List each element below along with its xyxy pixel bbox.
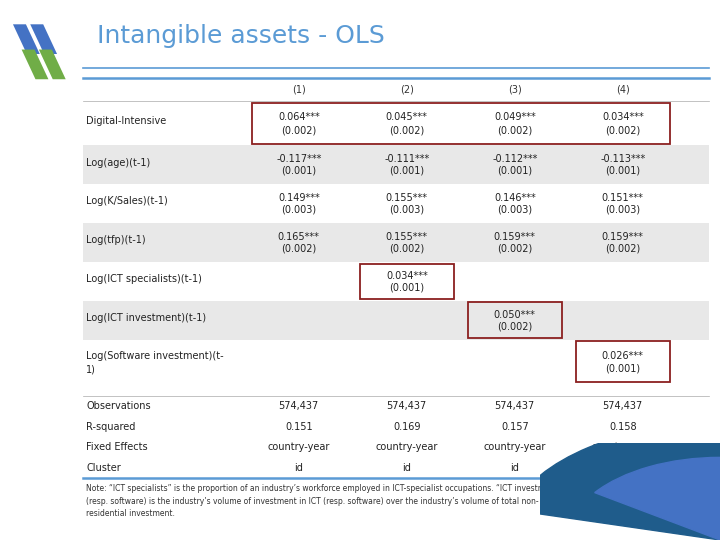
Text: 0.045***: 0.045*** — [386, 112, 428, 122]
Text: id: id — [618, 463, 627, 472]
Text: Digital-Intensive: Digital-Intensive — [86, 116, 166, 126]
Text: 0.158: 0.158 — [609, 422, 636, 431]
Text: Log(ICT investment)(t-1): Log(ICT investment)(t-1) — [86, 313, 207, 323]
Text: 574,437: 574,437 — [603, 401, 643, 411]
Text: 0.157: 0.157 — [501, 422, 528, 431]
Text: 1): 1) — [86, 365, 96, 375]
Text: 0.155***: 0.155*** — [386, 232, 428, 242]
Polygon shape — [22, 50, 48, 79]
Bar — [83, 340, 709, 384]
Text: (0.001): (0.001) — [390, 282, 424, 293]
Text: 0.146***: 0.146*** — [494, 193, 536, 203]
Text: (0.001): (0.001) — [498, 166, 532, 176]
Text: Fixed Effects: Fixed Effects — [86, 442, 148, 452]
Text: Log(Software investment)(t-: Log(Software investment)(t- — [86, 351, 224, 361]
Bar — [83, 184, 709, 223]
Text: (0.002): (0.002) — [282, 244, 316, 254]
Text: (0.002): (0.002) — [282, 125, 316, 135]
Text: (0.002): (0.002) — [498, 321, 532, 332]
Text: 0.050***: 0.050*** — [494, 310, 536, 320]
Text: (0.003): (0.003) — [606, 205, 640, 215]
Text: (0.002): (0.002) — [390, 244, 424, 254]
Text: country-year: country-year — [268, 442, 330, 452]
Text: -0.112***: -0.112*** — [492, 154, 538, 164]
Text: id: id — [294, 463, 303, 472]
Text: (0.002): (0.002) — [498, 125, 532, 135]
Text: 0.155***: 0.155*** — [386, 193, 428, 203]
Text: (4): (4) — [616, 85, 630, 94]
Text: 0.034***: 0.034*** — [602, 112, 644, 122]
Text: (0.003): (0.003) — [282, 205, 316, 215]
Text: (1): (1) — [292, 85, 306, 94]
Text: 0.034***: 0.034*** — [386, 271, 428, 281]
Text: 0.165***: 0.165*** — [278, 232, 320, 242]
Text: Cluster: Cluster — [86, 463, 121, 472]
Polygon shape — [39, 50, 66, 79]
Text: country-year: country-year — [484, 442, 546, 452]
Text: country-year: country-year — [592, 442, 654, 452]
Text: 0.064***: 0.064*** — [278, 112, 320, 122]
Wedge shape — [511, 423, 720, 540]
Text: 0.049***: 0.049*** — [494, 112, 536, 122]
Text: Log(K/Sales)(t-1): Log(K/Sales)(t-1) — [86, 197, 168, 206]
Text: R-squared: R-squared — [86, 422, 136, 431]
Text: 574,437: 574,437 — [279, 401, 319, 411]
Text: (3): (3) — [508, 85, 522, 94]
Text: Note: “ICT specialists” is the proportion of an industry’s workforce employed in: Note: “ICT specialists” is the proportio… — [86, 484, 562, 518]
Text: (0.002): (0.002) — [390, 125, 424, 135]
Text: 0.026***: 0.026*** — [602, 350, 644, 361]
Text: -0.117***: -0.117*** — [276, 154, 322, 164]
Bar — [83, 101, 709, 145]
Text: (0.001): (0.001) — [390, 166, 424, 176]
Bar — [83, 223, 709, 262]
Text: 0.149***: 0.149*** — [278, 193, 320, 203]
Polygon shape — [30, 24, 57, 54]
Text: (0.003): (0.003) — [390, 205, 424, 215]
Text: 0.151: 0.151 — [285, 422, 312, 431]
Text: 0.151***: 0.151*** — [602, 193, 644, 203]
Text: id: id — [402, 463, 411, 472]
Text: Log(tfp)(t-1): Log(tfp)(t-1) — [86, 235, 146, 245]
Text: (0.001): (0.001) — [606, 166, 640, 176]
Text: (0.002): (0.002) — [606, 125, 640, 135]
Text: (2): (2) — [400, 85, 414, 94]
Text: (0.001): (0.001) — [606, 364, 640, 374]
Text: Observations: Observations — [86, 401, 151, 411]
Text: Intangible assets - OLS: Intangible assets - OLS — [97, 24, 385, 48]
Text: 0.169: 0.169 — [393, 422, 420, 431]
Text: country-year: country-year — [376, 442, 438, 452]
Bar — [83, 262, 709, 301]
Text: -0.113***: -0.113*** — [600, 154, 645, 164]
Text: (0.002): (0.002) — [498, 244, 532, 254]
Text: Log(age)(t-1): Log(age)(t-1) — [86, 158, 150, 167]
Polygon shape — [13, 24, 40, 54]
Text: id: id — [510, 463, 519, 472]
Text: -0.111***: -0.111*** — [384, 154, 429, 164]
Text: 574,437: 574,437 — [387, 401, 427, 411]
Bar — [83, 145, 709, 184]
Text: 0.159***: 0.159*** — [494, 232, 536, 242]
Text: (0.003): (0.003) — [498, 205, 532, 215]
Text: 0.159***: 0.159*** — [602, 232, 644, 242]
Text: Log(ICT specialists)(t-1): Log(ICT specialists)(t-1) — [86, 274, 202, 284]
Text: (0.002): (0.002) — [606, 244, 640, 254]
Text: 574,437: 574,437 — [495, 401, 535, 411]
Wedge shape — [595, 457, 720, 540]
Text: (0.001): (0.001) — [282, 166, 316, 176]
Bar — [83, 301, 709, 340]
